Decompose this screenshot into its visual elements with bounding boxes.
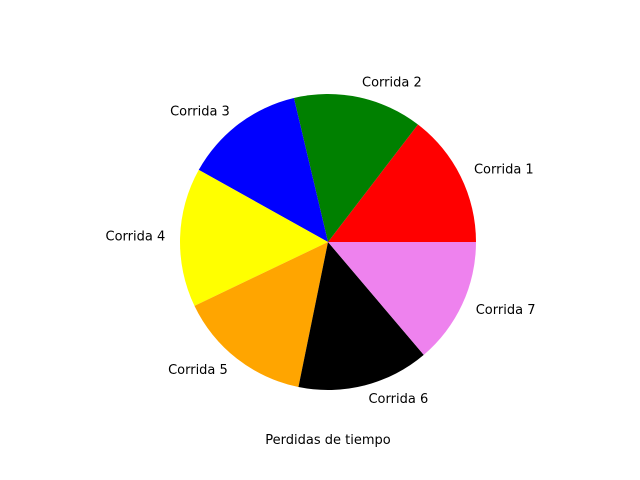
pie-slice-4	[179, 169, 328, 306]
slice-label-1: Corrida 1	[474, 162, 534, 177]
pie-slices	[179, 93, 476, 391]
slice-label-5: Corrida 5	[168, 363, 228, 378]
slice-label-4: Corrida 4	[106, 229, 166, 244]
x-axis-label: Perdidas de tiempo	[265, 433, 390, 448]
pie-slice-2	[293, 93, 418, 242]
slice-label-6: Corrida 6	[368, 392, 428, 407]
slice-labels: Corrida 1 Corrida 2 Corrida 3 Corrida 4 Corr…	[106, 75, 536, 407]
pie-slice-6	[298, 242, 424, 391]
pie-slice-7	[328, 242, 476, 355]
slice-label-7: Corrida 7	[476, 303, 536, 318]
slice-label-2: Corrida 2	[362, 75, 422, 90]
pie-slice-1	[328, 124, 476, 242]
pie-slice-3	[198, 97, 328, 242]
pie-slice-5	[194, 242, 328, 388]
slice-label-3: Corrida 3	[170, 105, 230, 120]
